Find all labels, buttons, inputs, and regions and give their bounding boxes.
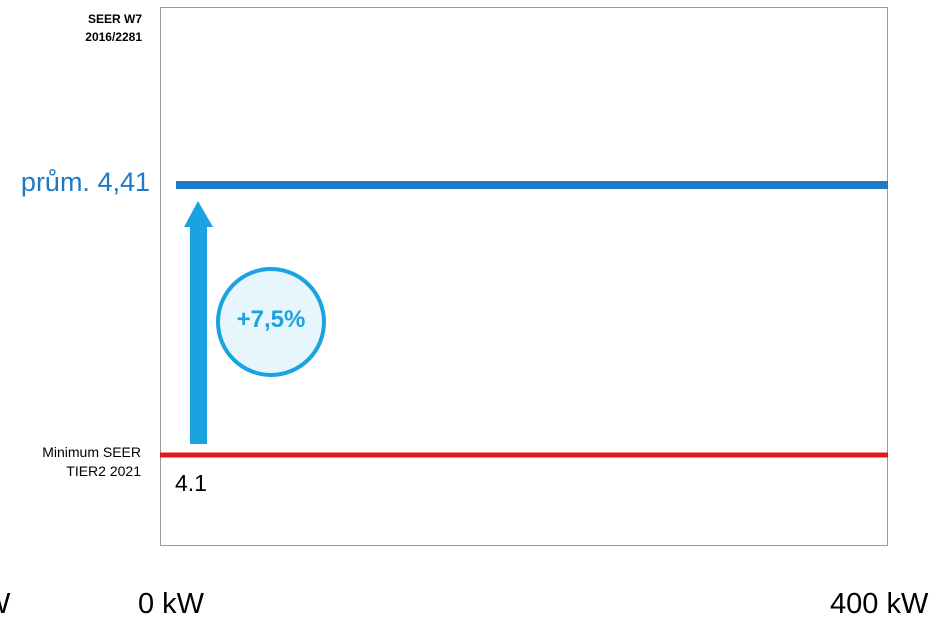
x-tick-label-0: 0 kW: [138, 588, 205, 620]
minimum-line-label-2: TIER2 2021: [66, 463, 141, 479]
x-tick-label-cut: W: [0, 588, 10, 621]
minimum-line-label: Minimum SEER TIER2 2021: [42, 443, 141, 481]
plot-area: [160, 7, 888, 546]
increase-badge-circle: [216, 267, 326, 377]
chart-title-line-2: 2016/2281: [85, 30, 142, 44]
increase-arrow-shaft: [190, 224, 207, 444]
chart-title: SEER W7 2016/2281: [46, 10, 142, 46]
increase-arrow: [184, 201, 213, 444]
chart-title-line-1: SEER W7: [87, 12, 142, 26]
minimum-value-label: 4.1: [175, 470, 207, 496]
x-tick-label-400: 400 kW: [830, 588, 929, 620]
increase-badge-text: +7,5%: [236, 306, 306, 333]
average-line-label: prům. 4,41: [20, 167, 150, 197]
minimum-line-label-1: Minimum SEER: [42, 444, 141, 460]
increase-arrow-head: [184, 201, 213, 227]
